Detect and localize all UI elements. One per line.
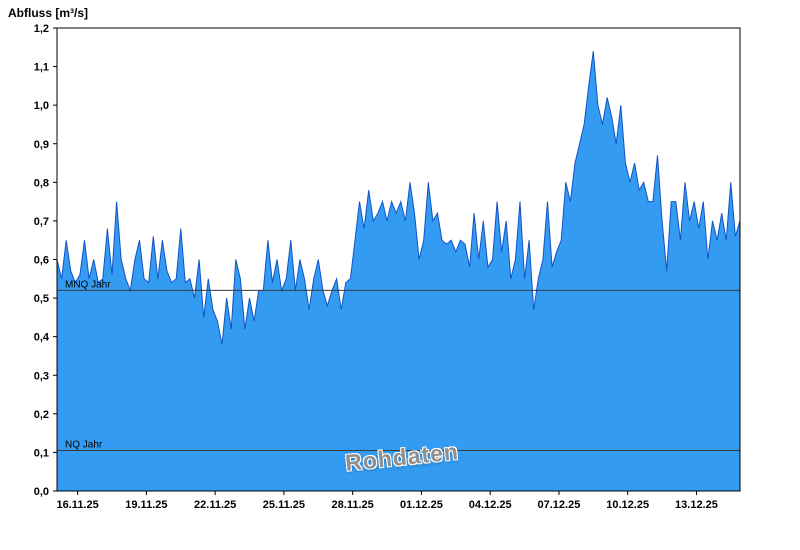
y-tick-label: 0,3 bbox=[34, 370, 49, 382]
x-tick-label: 16.11.25 bbox=[57, 499, 99, 511]
y-tick-label: 0,0 bbox=[34, 486, 49, 498]
y-tick-label: 0,8 bbox=[34, 177, 49, 189]
reference-line-label: MNQ Jahr bbox=[65, 279, 111, 290]
x-tick-label: 07.12.25 bbox=[538, 499, 581, 511]
x-tick-label: 10.12.25 bbox=[606, 499, 649, 511]
y-tick-label: 0,4 bbox=[34, 332, 50, 344]
y-tick-label: 0,6 bbox=[34, 255, 49, 267]
x-tick-label: 13.12.25 bbox=[675, 499, 718, 511]
x-tick-label: 22.11.25 bbox=[194, 499, 236, 511]
x-tick-label: 01.12.25 bbox=[400, 499, 443, 511]
x-tick-label: 19.11.25 bbox=[125, 499, 167, 511]
discharge-area bbox=[57, 51, 740, 491]
y-tick-label: 0,7 bbox=[34, 216, 49, 228]
x-tick-label: 25.11.25 bbox=[263, 499, 305, 511]
discharge-line bbox=[56, 51, 741, 345]
y-tick-label: 0,9 bbox=[34, 139, 49, 151]
y-tick-label: 1,1 bbox=[34, 62, 49, 74]
x-tick-label: 04.12.25 bbox=[469, 499, 512, 511]
y-tick-label: 1,2 bbox=[34, 23, 49, 35]
y-tick-label: 0,5 bbox=[34, 293, 49, 305]
y-tick-label: 0,1 bbox=[34, 447, 49, 459]
chart-title: Abfluss [m³/s] bbox=[8, 6, 89, 20]
y-tick-label: 1,0 bbox=[34, 100, 49, 112]
reference-line-label: NQ Jahr bbox=[65, 439, 103, 450]
x-tick-label: 28.11.25 bbox=[332, 499, 374, 511]
y-tick-label: 0,2 bbox=[34, 409, 49, 421]
